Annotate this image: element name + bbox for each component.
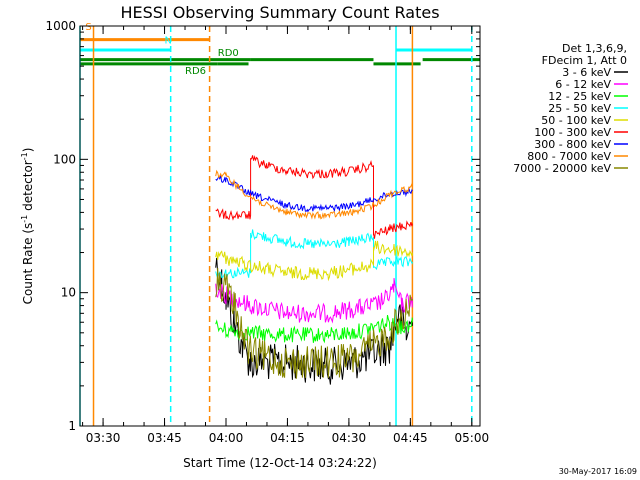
y-axis-label: Count Rate (s-1 detector-1) [20, 148, 35, 305]
y-axis-label-sup2: -1 [20, 152, 29, 160]
y-axis-label-main: Count Rate (s [21, 223, 35, 305]
flag-label-s: S [85, 22, 91, 33]
legend-header-1: Det 1,3,6,9, [562, 42, 627, 55]
legend-item-label: 12 - 25 keV [548, 90, 611, 103]
legend-item-label: 100 - 300 keV [534, 126, 611, 139]
legend-item-label: 3 - 6 keV [562, 66, 611, 79]
legend: Det 1,3,6,9, FDecim 1, Att 0 3 - 6 keV6 … [513, 42, 628, 175]
y-tick-label: 1000 [45, 19, 76, 33]
y-tick-label: 10 [61, 286, 76, 300]
series-lines [215, 155, 413, 385]
plot-frame [79, 25, 481, 427]
y-tick-label: 100 [53, 152, 76, 166]
x-axis-label: Start Time (12-Oct-14 03:24:22) [183, 456, 377, 470]
legend-item-label: 6 - 12 keV [555, 78, 611, 91]
x-tick-label: 04:45 [393, 431, 428, 445]
x-tick-label: 04:00 [209, 431, 244, 445]
observing-flags: S N RD0 RD6 [80, 22, 480, 77]
legend-item-label: 25 - 50 keV [548, 102, 611, 115]
y-axis-label-sup1: -1 [20, 215, 29, 223]
x-tick-label: 05:00 [455, 431, 490, 445]
series-line [215, 155, 413, 239]
x-axis-ticks: 03:30 03:45 04:00 04:15 04:30 04:45 05:00 [82, 26, 490, 445]
y-tick-label: 1 [68, 419, 76, 433]
chart-title: HESSI Observing Summary Count Rates [120, 3, 439, 22]
series-line [215, 229, 413, 280]
flag-label-rd6: RD6 [185, 66, 206, 77]
series-line [215, 267, 413, 379]
x-tick-label: 03:45 [147, 431, 182, 445]
flag-label-rd0: RD0 [218, 48, 239, 59]
x-tick-label: 04:30 [332, 431, 367, 445]
legend-item-label: 50 - 100 keV [541, 114, 611, 127]
y-axis-label-mid: detector [21, 160, 35, 215]
legend-item-label: 800 - 7000 keV [527, 150, 611, 163]
legend-header-2: FDecim 1, Att 0 [542, 54, 627, 67]
series-line [215, 169, 413, 220]
series-line [215, 240, 413, 282]
series-line [215, 278, 413, 324]
x-tick-label: 04:15 [270, 431, 305, 445]
y-axis-ticks: 1 10 100 1000 [45, 19, 480, 433]
series-line [215, 314, 413, 344]
footer-timestamp: 30-May-2017 16:09 [559, 467, 637, 476]
y-axis-label-end: ) [21, 148, 35, 153]
legend-item-label: 7000 - 20000 keV [513, 162, 611, 175]
x-tick-label: 03:30 [86, 431, 121, 445]
flag-label-n: N [165, 35, 172, 46]
series-line [215, 174, 413, 213]
legend-item-label: 300 - 800 keV [534, 138, 611, 151]
